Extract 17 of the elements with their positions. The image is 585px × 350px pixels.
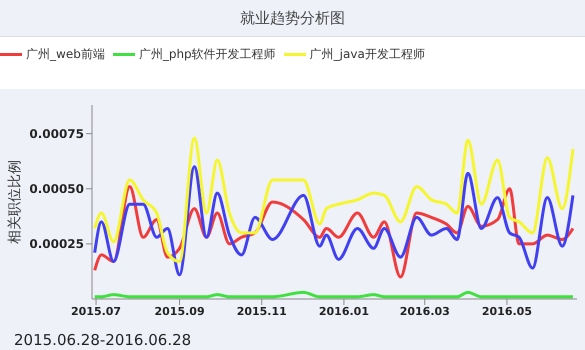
legend-label: 广州_web前端 [26,46,105,62]
line-series [93,165,574,276]
x-tick-label: 2016.05 [482,304,532,318]
y-tick-label: 0.00025 [29,237,84,252]
chart-title: 就业趋势分析图 [0,0,585,37]
y-tick-label: 0.00050 [29,182,84,196]
y-tick-label: 0.00075 [29,126,84,141]
x-tick-label: 2015.07 [70,304,122,318]
x-tick-label: 2016.03 [400,304,450,318]
x-tick-label: 2015.09 [154,304,205,318]
legend-label: 广州_php软件开发工程师 [138,46,276,62]
y-axis-title: 相关职位比例 [6,160,23,244]
x-axis-title: 2015.06.28-2016.06.28 [14,331,192,349]
x-tick-label: 2015.11 [236,304,287,318]
line-series [93,136,574,264]
x-tick-label: 2016.01 [318,304,369,318]
legend-label: 广州_java开发工程师 [310,46,425,62]
